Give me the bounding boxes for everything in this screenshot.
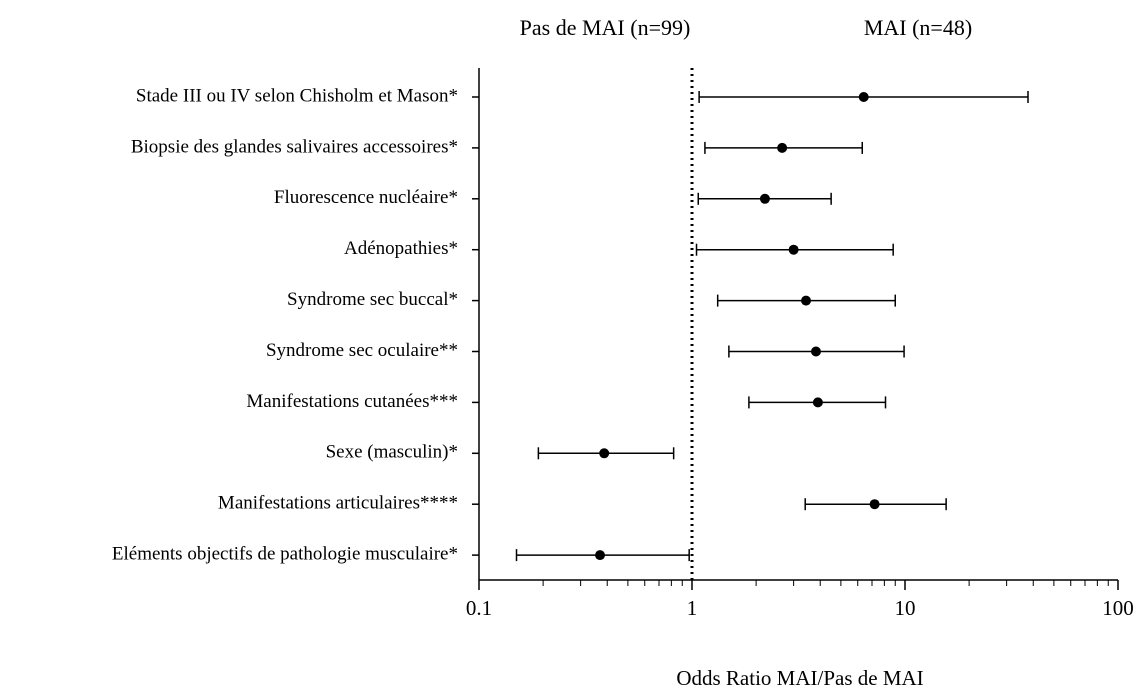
y-tick-label: Biopsie des glandes salivaires accessoir… [131, 136, 458, 157]
x-axis-label: Odds Ratio MAI/Pas de MAI [676, 666, 923, 690]
y-tick-label: Adénopathies* [344, 238, 458, 259]
header-right: MAI (n=48) [864, 15, 972, 40]
point [595, 550, 606, 561]
point [788, 244, 799, 255]
point [869, 499, 880, 510]
point [801, 295, 812, 306]
y-tick-label: Stade III ou IV selon Chisholm et Mason* [136, 85, 458, 106]
x-tick-label: 1 [687, 596, 698, 620]
y-tick-label: Syndrome sec buccal* [287, 289, 458, 310]
point [858, 92, 869, 102]
point [599, 448, 610, 459]
point [812, 397, 823, 408]
x-tick-label: 0.1 [466, 596, 492, 620]
x-tick-label: 10 [895, 596, 916, 620]
point [810, 346, 821, 357]
y-tick-label: Eléments objectifs de pathologie muscula… [112, 543, 458, 564]
y-tick-label: Sexe (masculin)* [326, 442, 458, 463]
y-tick-label: Syndrome sec oculaire** [266, 340, 458, 361]
y-tick-label: Manifestations cutanées*** [246, 391, 458, 412]
header-left: Pas de MAI (n=99) [520, 15, 691, 40]
point [759, 193, 770, 204]
y-tick-label: Fluorescence nucléaire* [274, 187, 458, 208]
point [777, 142, 788, 153]
y-tick-label: Manifestations articulaires**** [218, 493, 458, 514]
x-tick-label: 100 [1102, 596, 1134, 620]
